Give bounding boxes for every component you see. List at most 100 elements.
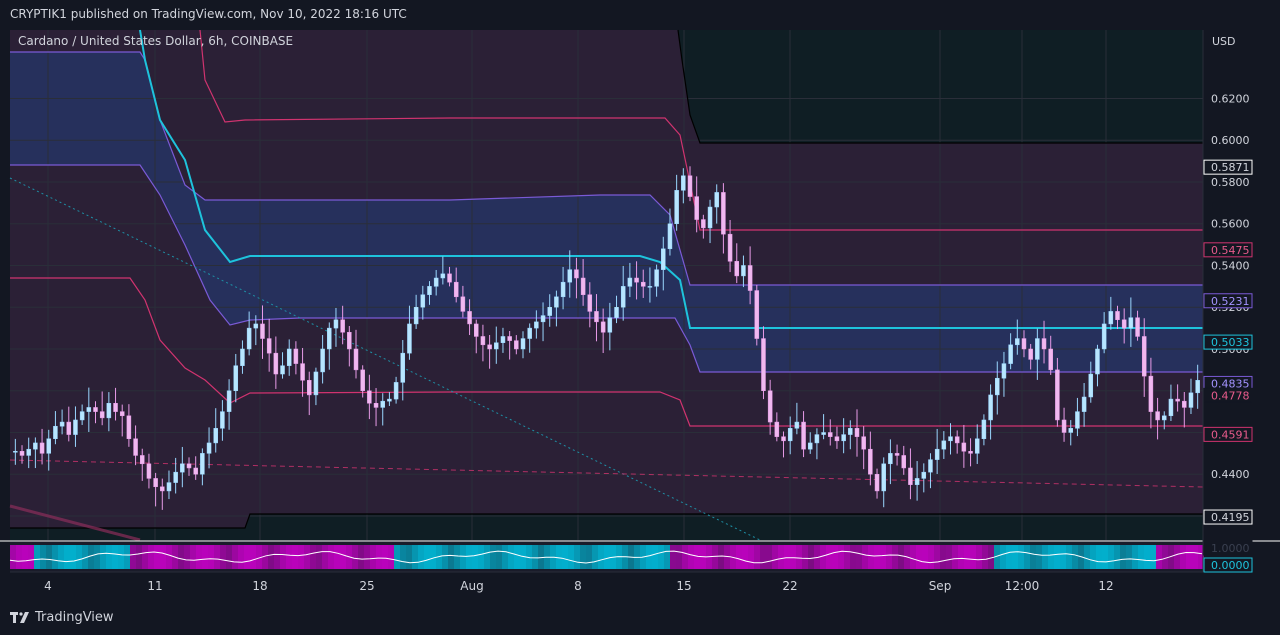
candle-body <box>587 294 593 312</box>
candle-body <box>66 421 72 435</box>
candle-body <box>634 277 639 283</box>
oscillator-cell <box>28 545 34 569</box>
oscillator-cell <box>508 545 514 569</box>
oscillator-cell <box>448 545 454 569</box>
price-label-box <box>1203 334 1253 350</box>
oscillator-cell <box>304 545 310 569</box>
candle-body <box>180 463 185 473</box>
candle-body <box>834 436 840 442</box>
oscillator-cell <box>76 545 82 569</box>
candle-body <box>1075 411 1080 429</box>
oscillator-cell <box>814 545 820 569</box>
price-chart[interactable]: USD0.62000.60000.58000.56000.54000.52000… <box>0 0 1280 600</box>
oscillator-cell <box>880 545 886 569</box>
candle-body <box>574 269 579 279</box>
oscillator-cell <box>124 545 130 569</box>
oscillator-cell <box>1186 545 1192 569</box>
candle-body <box>79 411 85 421</box>
oscillator-cell <box>34 545 40 569</box>
oscillator-cell <box>934 545 940 569</box>
candle-body <box>400 352 406 383</box>
oscillator-cell <box>982 545 988 569</box>
oscillator-cell <box>112 545 118 569</box>
oscillator-cell <box>184 545 190 569</box>
publish-header: CRYPTIK1 published on TradingView.com, N… <box>0 0 1280 30</box>
oscillator-cell <box>868 545 874 569</box>
oscillator-cell <box>178 545 184 569</box>
candle-body <box>794 421 800 429</box>
candle-body <box>433 277 439 287</box>
candle-body <box>974 438 980 454</box>
candle-body <box>59 421 65 427</box>
candle-body <box>607 317 613 333</box>
candle-body <box>787 428 793 442</box>
candle-body <box>373 403 379 408</box>
candle-body <box>99 411 105 419</box>
time-tick-label: 25 <box>359 579 374 593</box>
oscillator-cell <box>586 545 592 569</box>
candle-body <box>914 478 920 485</box>
oscillator-cell <box>1048 545 1054 569</box>
candle-body <box>1048 348 1053 371</box>
oscillator-cell <box>10 545 16 569</box>
price-tick-label: 0.4400 <box>1211 468 1250 481</box>
oscillator-cell <box>892 545 898 569</box>
candle-body <box>767 390 773 423</box>
oscillator-cell <box>1000 545 1006 569</box>
lower-diagonal-line <box>9 504 141 542</box>
oscillator-line <box>9 550 1203 564</box>
price-axis: USD0.62000.60000.58000.56000.54000.52000… <box>1202 30 1253 573</box>
price-label-box <box>1203 242 1253 258</box>
oscillator-cell <box>946 545 952 569</box>
candle-body <box>647 286 653 288</box>
candle-body <box>393 382 399 400</box>
oscillator-cell <box>922 545 928 569</box>
oscillator-cell <box>1096 545 1102 569</box>
oscillator-cell <box>1120 545 1126 569</box>
tradingview-logo[interactable]: TradingView <box>10 610 114 625</box>
price-label-box <box>1203 509 1253 525</box>
oscillator-cell <box>556 545 562 569</box>
oscillator-cell <box>808 545 814 569</box>
oscillator-label: 1.0000 <box>1211 542 1250 555</box>
candle-body <box>1175 398 1180 402</box>
candle-body <box>988 394 993 421</box>
oscillator-cell <box>82 545 88 569</box>
oscillator-cell <box>1054 545 1060 569</box>
price-label-0.5475: 0.5475 <box>1211 244 1250 257</box>
candle-body <box>106 403 112 419</box>
oscillator-cell <box>400 545 406 569</box>
oscillator-cell <box>376 545 382 569</box>
oscillator-cell <box>328 545 334 569</box>
candle-body <box>286 348 292 366</box>
candle-body <box>327 327 332 350</box>
candle-body <box>233 365 239 391</box>
oscillator-cell <box>748 545 754 569</box>
oscillator-cell <box>496 545 502 569</box>
oscillator-cell <box>220 545 226 569</box>
oscillator-cell <box>118 545 124 569</box>
tradingview-logo-icon <box>10 611 29 623</box>
candle-body <box>140 455 145 465</box>
oscillator-cell <box>322 545 328 569</box>
price-label-0.5871: 0.5871 <box>1211 161 1250 174</box>
candle-body <box>1015 338 1020 346</box>
candle-body <box>934 448 940 460</box>
oscillator-cell <box>1162 545 1168 569</box>
oscillator-cell <box>952 545 958 569</box>
candle-body <box>353 348 359 371</box>
candle-body <box>300 363 305 381</box>
time-tick-label: 18 <box>252 579 267 593</box>
candle-body <box>173 471 178 483</box>
candle-body <box>487 344 492 350</box>
price-tick-label: 0.5400 <box>1211 259 1250 272</box>
oscillator-cell <box>196 545 202 569</box>
oscillator-cell <box>724 545 730 569</box>
oscillator-cell <box>988 545 994 569</box>
oscillator-cell <box>646 545 652 569</box>
oscillator-cell <box>298 545 304 569</box>
candle-body <box>1162 415 1167 421</box>
candle-body <box>413 306 419 325</box>
oscillator-cell <box>454 545 460 569</box>
time-tick-label: 11 <box>147 579 162 593</box>
